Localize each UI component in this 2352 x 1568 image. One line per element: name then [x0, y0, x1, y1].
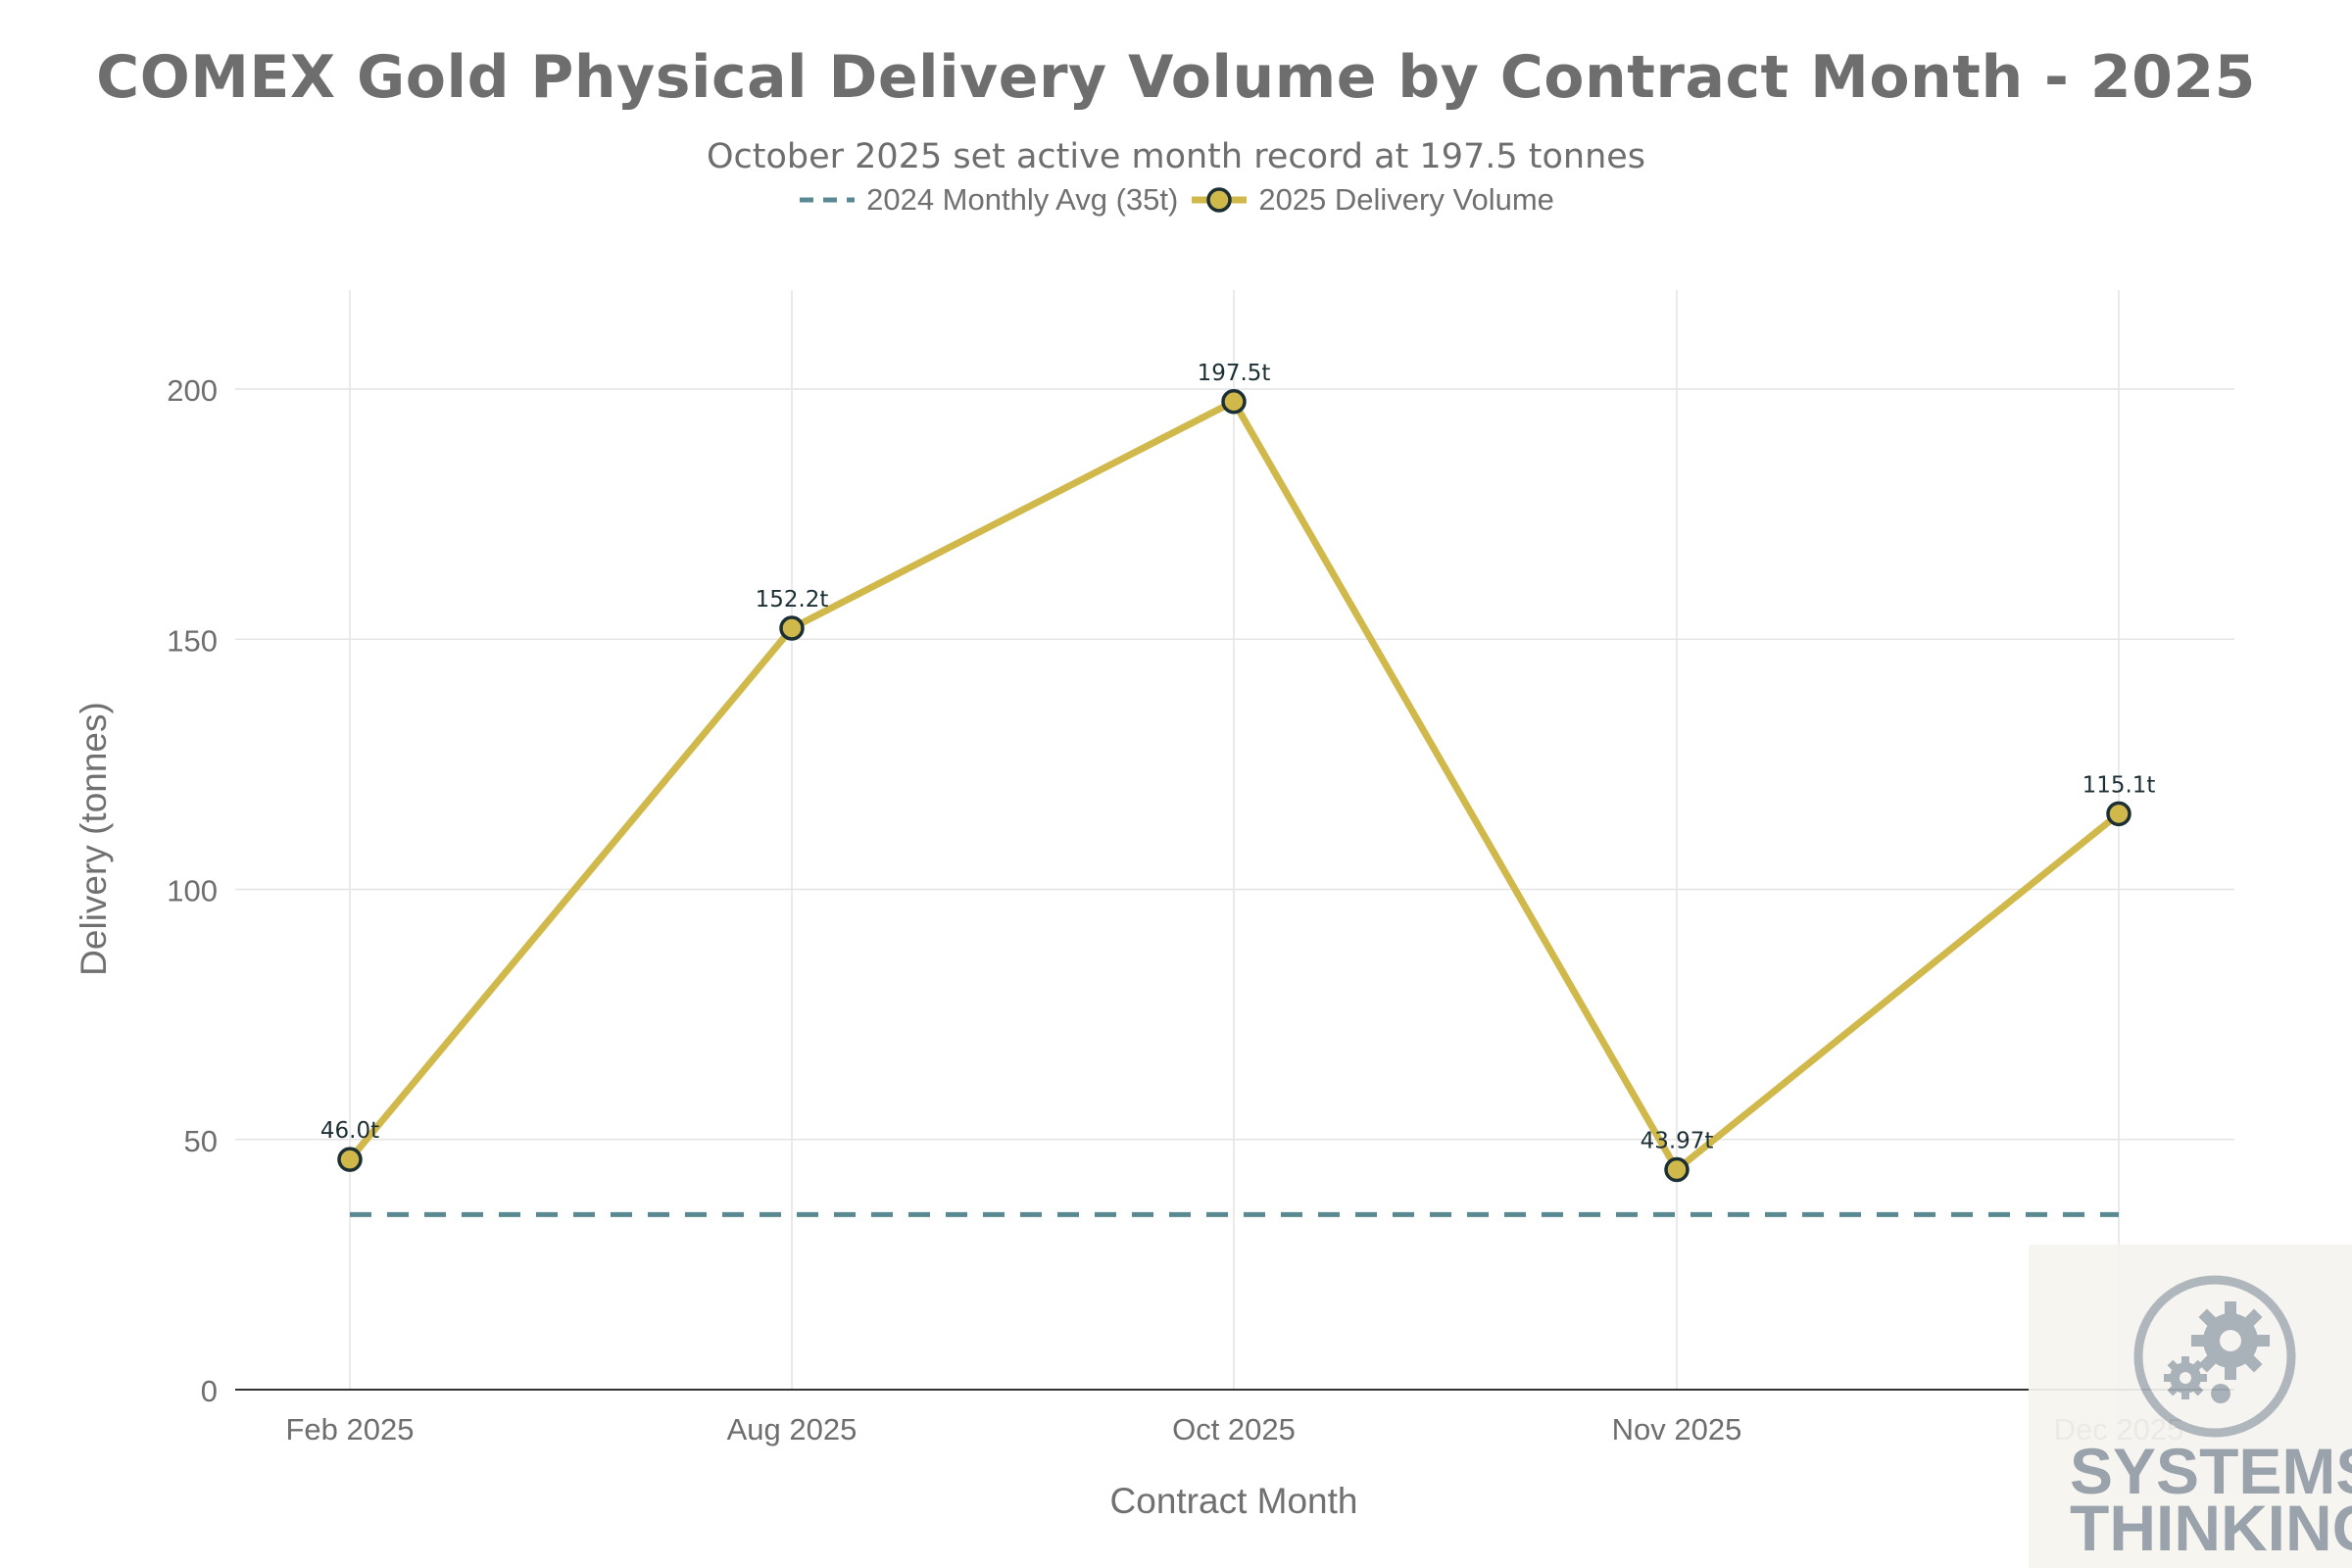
- data-point: [1664, 1156, 1690, 1183]
- legend-item-volume: 2025 Delivery Volume: [1190, 182, 1554, 218]
- x-tick-label: Nov 2025: [1612, 1412, 1742, 1446]
- watermark-text: SYSTEMS THINKING: [2070, 1435, 2352, 1564]
- y-tick-label: 150: [167, 623, 218, 658]
- data-label: 46.0t: [320, 1118, 379, 1144]
- y-tick-label: 50: [184, 1124, 218, 1158]
- y-tick-label: 200: [167, 373, 218, 408]
- data-point: [779, 615, 805, 641]
- data-label: 43.97t: [1641, 1129, 1714, 1154]
- chart-title: COMEX Gold Physical Delivery Volume by C…: [96, 43, 2256, 112]
- data-label: 197.5t: [1198, 361, 1271, 386]
- legend: 2024 Monthly Avg (35t) 2025 Delivery Vol…: [0, 182, 2352, 218]
- data-point: [1221, 389, 1247, 415]
- x-tick-label: Oct 2025: [1172, 1412, 1296, 1446]
- data-point: [2106, 801, 2132, 827]
- gears-icon: [2133, 1275, 2296, 1438]
- watermark-line-1: SYSTEMS: [2070, 1435, 2352, 1507]
- x-tick-label: Aug 2025: [727, 1412, 858, 1446]
- data-label: 152.2t: [756, 587, 829, 612]
- data-label: 115.1t: [2082, 772, 2156, 798]
- y-axis-label: Delivery (tonnes): [74, 702, 114, 976]
- chart-subtitle: October 2025 set active month record at …: [706, 137, 1646, 176]
- legend-label-volume: 2025 Delivery Volume: [1258, 182, 1554, 217]
- x-tick-label: Feb 2025: [286, 1412, 415, 1446]
- watermark-panel: [2029, 1245, 2352, 1568]
- legend-label-avg: 2024 Monthly Avg (35t): [866, 182, 1179, 217]
- x-axis-label: Contract Month: [1110, 1481, 1358, 1521]
- watermark-line-2: THINKING: [2070, 1492, 2352, 1564]
- data-point: [337, 1147, 363, 1172]
- line-marker-icon: [1192, 187, 1248, 213]
- legend-item-avg: 2024 Monthly Avg (35t): [798, 182, 1178, 218]
- y-tick-label: 0: [201, 1374, 218, 1408]
- y-tick-label: 100: [167, 874, 218, 908]
- dashed-line-icon: [800, 197, 856, 203]
